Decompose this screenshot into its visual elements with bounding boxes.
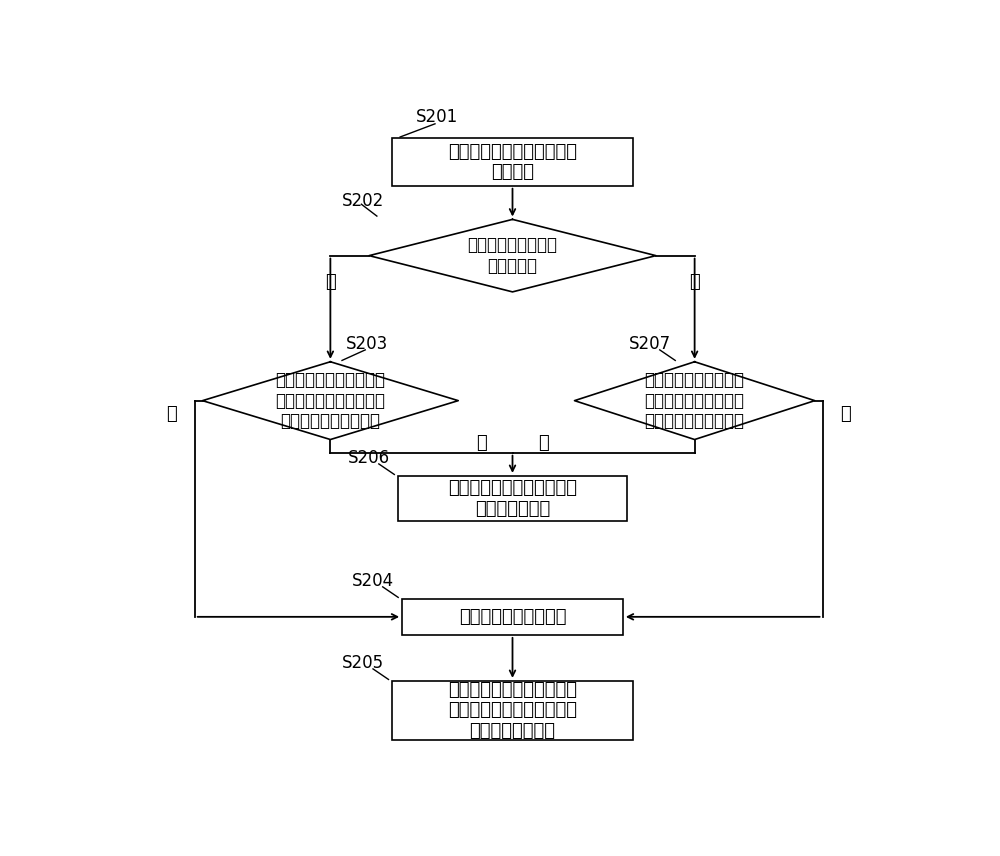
Text: S203: S203 — [346, 335, 388, 353]
Text: 获取两路加速踏板传感器信
号电压值: 获取两路加速踏板传感器信 号电压值 — [448, 143, 577, 181]
Text: 控制车辆行驶速度，选择两
路加速踏板信号电压值中的
最小值作为输入值: 控制车辆行驶速度，选择两 路加速踏板信号电压值中的 最小值作为输入值 — [448, 681, 577, 740]
Text: 是: 是 — [840, 405, 851, 423]
Text: 两路传感器信号电压值
差的绝对值大于最大允
许误差值中的最小值？: 两路传感器信号电压值 差的绝对值大于最大允 许误差值中的最小值？ — [645, 371, 745, 431]
Text: S207: S207 — [629, 335, 671, 353]
Text: 否: 否 — [476, 434, 487, 452]
Text: 判定加速踏板出现故障: 判定加速踏板出现故障 — [459, 608, 566, 626]
Text: 是: 是 — [325, 273, 336, 291]
Text: 否: 否 — [689, 273, 700, 291]
Polygon shape — [202, 362, 458, 439]
Text: 判定加速踏板信号正常，输
出加速踏板信号: 判定加速踏板信号正常，输 出加速踏板信号 — [448, 479, 577, 518]
Text: 两路传感器信号电压值差
的绝对值大于电压区间对
应的最大允许误差值？: 两路传感器信号电压值差 的绝对值大于电压区间对 应的最大允许误差值？ — [275, 371, 385, 431]
FancyBboxPatch shape — [398, 476, 627, 520]
FancyBboxPatch shape — [402, 598, 623, 635]
Text: 是: 是 — [166, 405, 177, 423]
Text: S205: S205 — [342, 654, 384, 672]
Text: 两路电压值处于同一
电压区域？: 两路电压值处于同一 电压区域？ — [468, 236, 558, 275]
Text: S201: S201 — [416, 108, 458, 126]
Text: S204: S204 — [352, 572, 394, 590]
Polygon shape — [574, 362, 815, 439]
Text: 否: 否 — [538, 434, 549, 452]
Text: S202: S202 — [342, 193, 384, 211]
FancyBboxPatch shape — [392, 139, 633, 186]
FancyBboxPatch shape — [392, 681, 633, 740]
Text: S206: S206 — [348, 449, 390, 467]
Polygon shape — [369, 219, 656, 292]
